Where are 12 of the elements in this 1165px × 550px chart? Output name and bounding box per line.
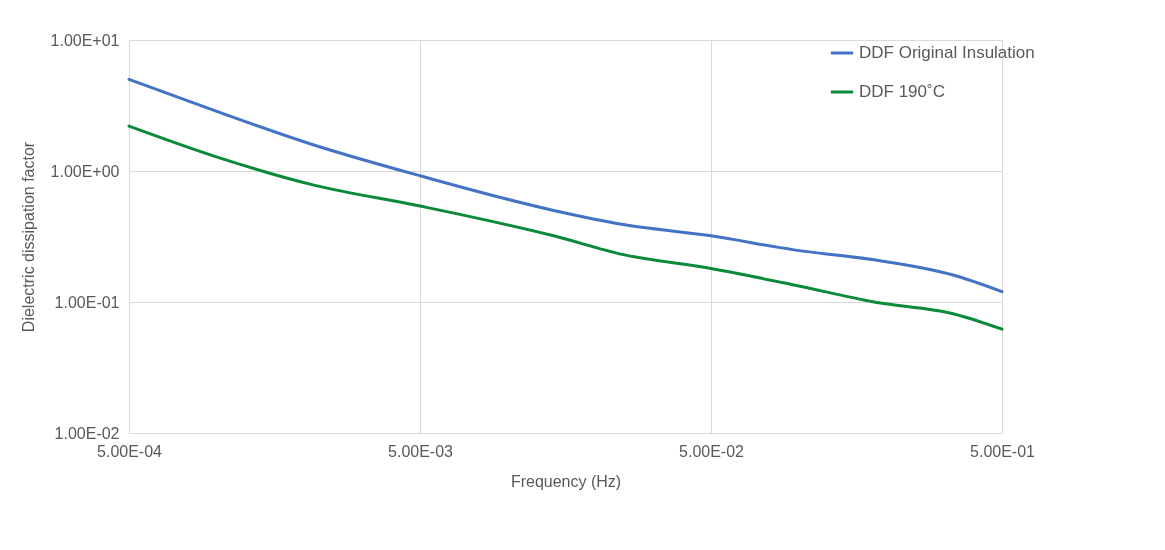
y-axis-title: Dielectric dissipation factor <box>19 141 37 333</box>
x-tick-label: 5.00E-03 <box>388 442 454 460</box>
y-tick-label: 1.00E-02 <box>54 424 120 442</box>
x-tick-label: 5.00E-04 <box>97 442 163 460</box>
y-tick-label: 1.00E+01 <box>50 31 120 49</box>
y-tick-label: 1.00E-01 <box>54 293 120 311</box>
x-tick-label: 5.00E-01 <box>970 442 1036 460</box>
y-tick-label: 1.00E+00 <box>50 162 120 180</box>
x-tick-label: 5.00E-02 <box>679 442 745 460</box>
legend-label: DDF Original Insulation <box>859 43 1035 62</box>
legend-label: DDF 190˚C <box>859 82 945 101</box>
x-axis-title: Frequency (Hz) <box>510 472 622 490</box>
